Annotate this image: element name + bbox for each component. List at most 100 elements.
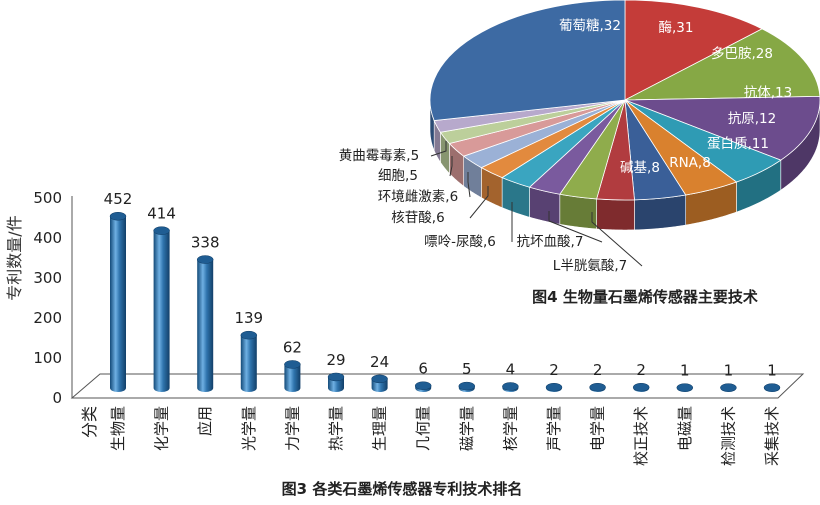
bar-value-label: 2 xyxy=(636,361,646,379)
y-axis-label: 专利数量/件 xyxy=(5,215,24,300)
category-label: 磁学量 xyxy=(458,406,476,451)
bar xyxy=(327,372,345,392)
bar-cap xyxy=(763,383,781,392)
pie-slice-label: 蛋白质,11 xyxy=(707,136,769,152)
bar-cap xyxy=(545,382,563,392)
bar xyxy=(545,382,563,392)
bar-value-label: 1 xyxy=(767,362,777,380)
pie-slice-label: 酶,31 xyxy=(659,20,694,36)
bar-value-label: 2 xyxy=(549,361,559,379)
bar xyxy=(720,383,737,392)
category-label: 声学量 xyxy=(545,406,563,451)
category-label: 生物量 xyxy=(109,406,127,451)
category-label: 核学量 xyxy=(501,406,519,451)
bar-body xyxy=(240,335,257,392)
pie-slice-label: 多巴胺,28 xyxy=(711,45,773,62)
pie-slice xyxy=(624,28,820,101)
bar-cap xyxy=(196,255,214,264)
bar-value-label: 1 xyxy=(724,362,734,380)
pie-leader-line xyxy=(548,211,603,243)
bar-value-label: 6 xyxy=(418,360,428,378)
category-labels: 分类 生物量 化学量 应用 光学量 力学量 热学量 生理量 几何量 磁学量 核学量 声学量 电学量 校正… xyxy=(80,406,781,466)
bar-cap xyxy=(458,381,476,391)
bar xyxy=(153,226,170,392)
bar-cap xyxy=(720,383,737,392)
category-label: 几何量 xyxy=(414,406,432,451)
bar-body xyxy=(328,376,344,392)
pie-leader-line xyxy=(469,186,489,219)
category-header: 分类 xyxy=(80,406,99,438)
bar xyxy=(676,383,694,392)
y-tick-label: 500 xyxy=(33,189,62,207)
pie-slice-label: 嘌呤-尿酸,6 xyxy=(424,234,496,250)
y-axis: 0 100 200 300 400 500 xyxy=(33,189,73,407)
bar-value-label: 4 xyxy=(506,360,516,378)
bar-value-label: 29 xyxy=(326,351,345,369)
bar-cap xyxy=(414,381,432,390)
bar xyxy=(632,382,650,392)
pie-slice-side xyxy=(634,194,687,231)
pie-chart-title: 图4 生物量石墨烯传感器主要技术 xyxy=(532,288,758,306)
pie-slice xyxy=(624,0,763,101)
pie-slice-side xyxy=(559,193,597,230)
bar-value-label: 139 xyxy=(234,309,263,327)
chart-floor xyxy=(70,373,805,399)
category-label: 生理量 xyxy=(371,406,389,451)
pie-slice-labels: 葡萄糖,32 酶,31 多巴胺,28 抗体,13 抗原,12 蛋白质,11 RNA,8 碱基,… xyxy=(339,18,792,274)
pie-sides xyxy=(429,99,820,231)
bar-cap xyxy=(589,382,606,392)
pie-leader-line xyxy=(430,141,447,157)
category-label: 化学量 xyxy=(153,406,171,451)
bar-value-label: 2 xyxy=(593,361,603,379)
bar-body xyxy=(284,364,301,392)
bar-body xyxy=(110,216,126,392)
bar xyxy=(284,360,301,392)
pie-leader-line xyxy=(467,172,471,198)
pie-slices xyxy=(429,0,820,201)
pie-slice-label: 抗原,12 xyxy=(728,111,776,127)
bar xyxy=(109,211,127,392)
pie-leader-line xyxy=(449,156,453,177)
bar-cap xyxy=(502,382,519,391)
bar-chart-title: 图3 各类石墨烯传感器专利技术排名 xyxy=(282,480,523,498)
bar-cap xyxy=(153,226,170,235)
pie-slice-label: 抗坏血酸,7 xyxy=(517,234,584,250)
pie-leader-line xyxy=(591,212,643,267)
y-tick-label: 100 xyxy=(33,349,62,367)
bar-value-label: 452 xyxy=(104,190,133,208)
pie-slice-label: 核苷酸,6 xyxy=(391,210,444,226)
bar-cap xyxy=(632,382,650,392)
y-tick-label: 200 xyxy=(33,309,62,327)
pie-slice-label: RNA,8 xyxy=(669,155,711,171)
bar-value-label: 5 xyxy=(462,360,472,378)
category-label: 热学量 xyxy=(327,406,345,451)
bar-cap xyxy=(676,383,694,392)
bar xyxy=(502,382,519,392)
pie-slice-side xyxy=(596,198,635,231)
bar-cap xyxy=(109,211,127,221)
bar-cap xyxy=(371,374,388,384)
bar-value-label: 414 xyxy=(147,205,176,223)
pie-slice xyxy=(429,0,626,121)
pie-slice-label: 抗体,13 xyxy=(744,85,792,101)
bar-series xyxy=(109,211,781,392)
category-label: 力学量 xyxy=(283,406,301,451)
bar-cap xyxy=(240,330,258,340)
pie-slice-label: L半胱氨酸,7 xyxy=(553,258,627,274)
category-label: 检测技术 xyxy=(719,406,737,466)
bar xyxy=(458,381,476,392)
pie-slice-label: 细胞,5 xyxy=(378,168,418,184)
bar-value-labels: 452 414 338 139 62 29 24 6 5 4 2 2 2 1 1 1 xyxy=(104,190,777,379)
category-label: 电磁量 xyxy=(676,406,694,451)
bar-value-label: 62 xyxy=(283,338,302,356)
bar-value-label: 338 xyxy=(191,234,220,252)
bar xyxy=(240,330,258,392)
category-label: 校正技术 xyxy=(632,406,650,466)
category-label: 光学量 xyxy=(240,406,258,451)
category-label: 电学量 xyxy=(589,406,607,451)
biomass-pie-chart: 葡萄糖,32 酶,31 多巴胺,28 抗体,13 抗原,12 蛋白质,11 RNA,8 碱基,… xyxy=(339,0,820,306)
bar-cap xyxy=(284,360,301,369)
pie-slice-label: 葡萄糖,32 xyxy=(559,18,621,34)
